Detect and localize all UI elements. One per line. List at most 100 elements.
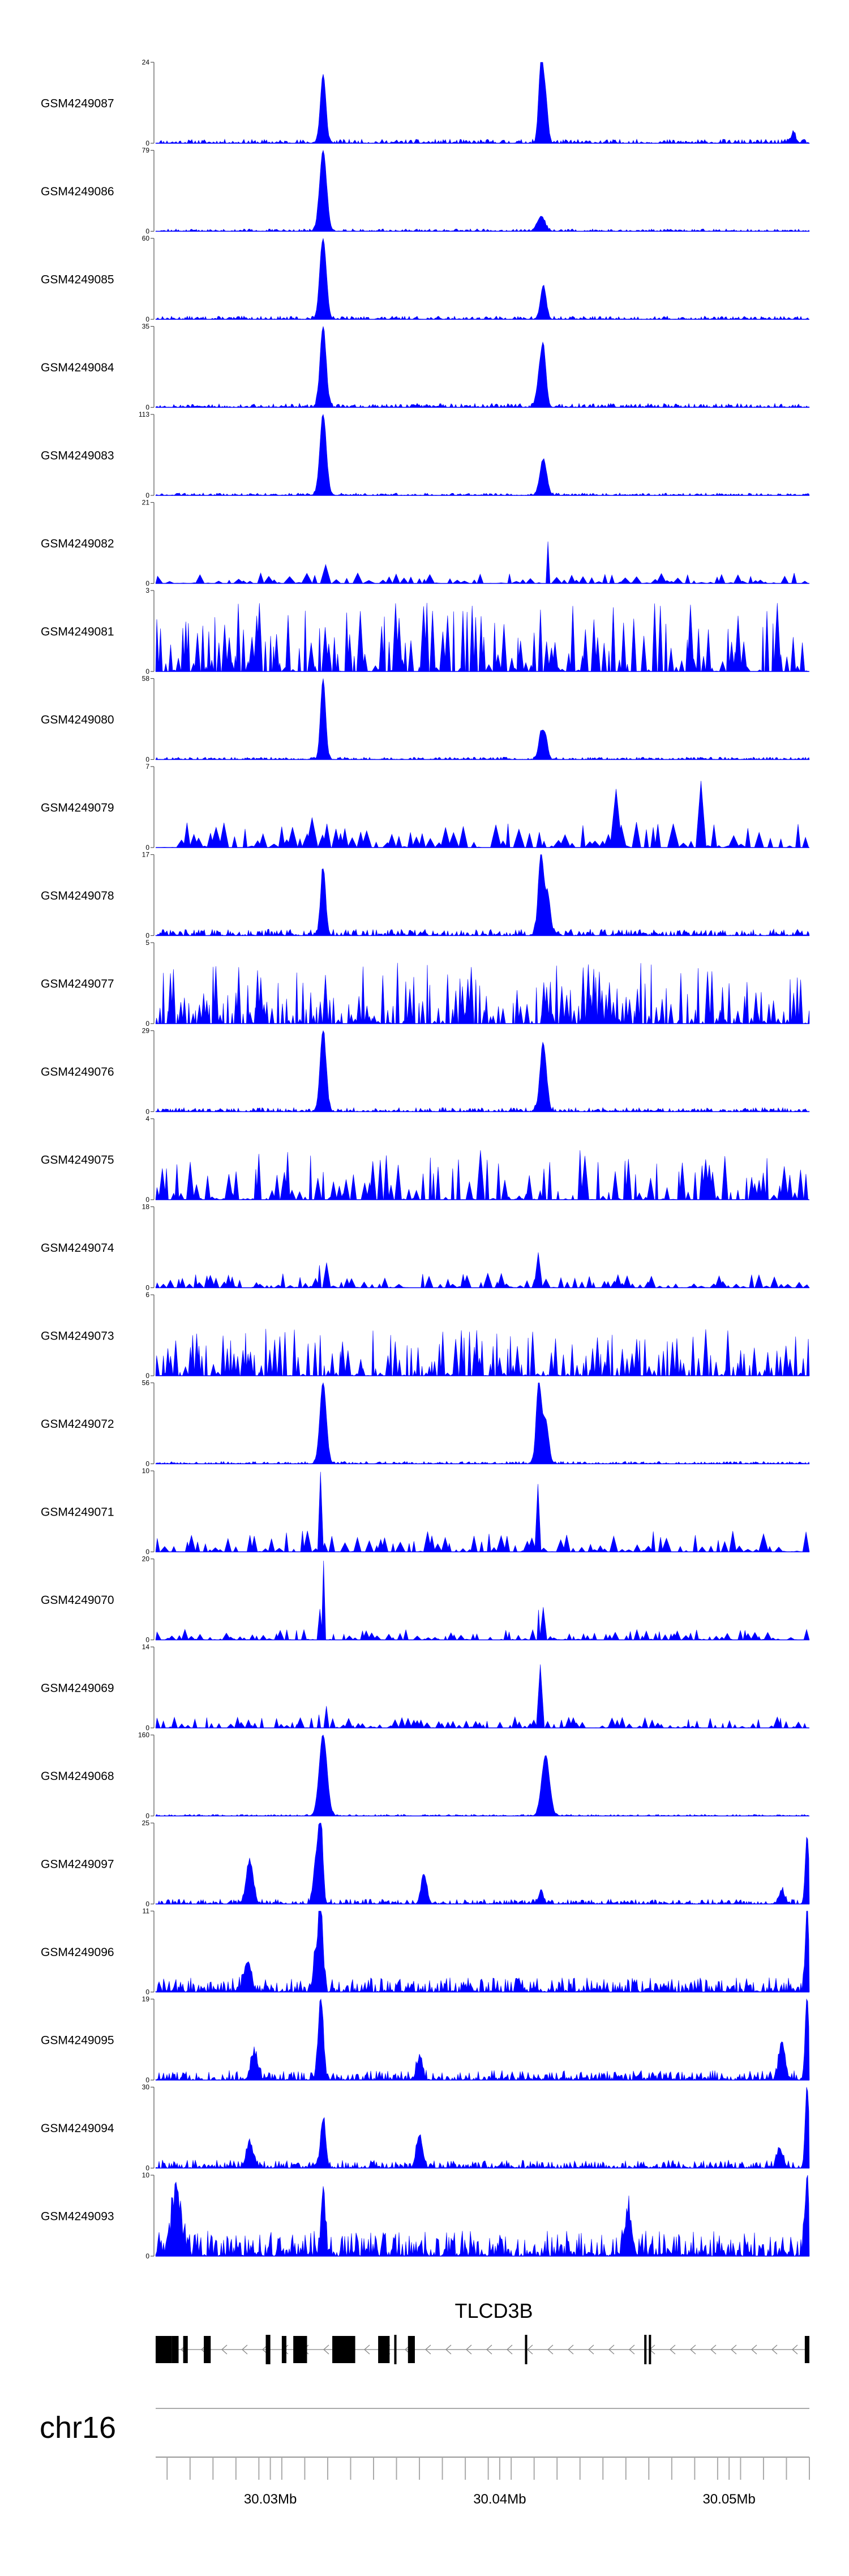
strand-arrow — [690, 2344, 696, 2355]
strand-arrow — [751, 2344, 757, 2355]
strand-arrow — [527, 2344, 533, 2355]
track-GSM4249081: GSM4249081 3 0 — [41, 587, 809, 675]
track-label: GSM4249096 — [41, 1946, 114, 1959]
coverage-area — [155, 1734, 810, 1816]
strand-arrow — [466, 2344, 472, 2355]
gene-exon — [183, 2336, 188, 2363]
y-max-label: 6 — [145, 1291, 149, 1299]
strand-arrow — [588, 2344, 594, 2355]
track-GSM4249095: GSM4249095 19 0 — [41, 1995, 810, 2084]
strand-arrow — [792, 2344, 798, 2355]
track-GSM4249068: GSM4249068 160 0 — [41, 1731, 810, 1820]
y-min-label: 0 — [145, 228, 149, 236]
gene-track: TLCD3B — [156, 2299, 809, 2364]
coverage-area — [155, 541, 809, 584]
coverage-area — [155, 238, 809, 320]
strand-arrow — [242, 2344, 248, 2355]
strand-arrow — [670, 2344, 676, 2355]
coverage-area — [156, 781, 809, 848]
strand-arrow — [608, 2344, 615, 2355]
y-max-label: 10 — [142, 1467, 150, 1475]
y-min-label: 0 — [145, 1636, 149, 1644]
y-max-label: 3 — [145, 587, 149, 594]
y-max-label: 19 — [142, 1995, 150, 2003]
coverage-tracks: GSM4249087240GSM4249086790GSM4249085600G… — [41, 58, 810, 2260]
y-min-label: 0 — [145, 491, 149, 499]
y-min-label: 0 — [145, 1988, 149, 1996]
y-max-label: 4 — [145, 1115, 149, 1123]
track-GSM4249077: GSM4249077 5 0 — [41, 939, 810, 1028]
track-label: GSM4249068 — [41, 1770, 114, 1783]
track-GSM4249085: GSM4249085 60 0 — [41, 234, 809, 323]
track-GSM4249071: GSM4249071 10 0 — [41, 1467, 810, 1556]
coverage-area — [155, 326, 810, 408]
track-label: GSM4249094 — [41, 2122, 114, 2135]
strand-arrow — [445, 2344, 452, 2355]
coverage-area — [155, 678, 810, 760]
track-label: GSM4249079 — [41, 802, 114, 815]
coverage-area — [155, 1560, 810, 1641]
y-max-label: 11 — [143, 1907, 150, 1915]
strand-arrow — [710, 2344, 717, 2355]
y-min-label: 0 — [145, 2076, 149, 2084]
track-label: GSM4249095 — [41, 2034, 114, 2047]
track-GSM4249070: GSM4249070 20 0 — [41, 1555, 810, 1644]
y-max-label: 10 — [142, 2171, 150, 2179]
y-min-label: 0 — [145, 1284, 149, 1292]
y-max-label: 14 — [142, 1643, 150, 1651]
coverage-area — [155, 1252, 810, 1288]
track-GSM4249097: GSM4249097 25 0 — [41, 1819, 810, 1908]
track-label: GSM4249097 — [41, 1858, 114, 1871]
axis-tick-label: 30.04Mb — [473, 2492, 526, 2507]
track-GSM4249080: GSM4249080 58 0 — [41, 675, 810, 764]
y-min-label: 0 — [145, 1548, 149, 1556]
track-GSM4249078: GSM4249078 17 0 — [41, 851, 810, 940]
strand-arrow — [629, 2344, 635, 2355]
strand-arrow — [221, 2344, 228, 2355]
track-label: GSM4249073 — [41, 1330, 114, 1343]
y-min-label: 0 — [145, 1724, 149, 1732]
coverage-area — [155, 602, 809, 672]
track-label: GSM4249076 — [41, 1066, 114, 1079]
gene-exon — [156, 2336, 172, 2363]
coverage-area — [155, 2087, 810, 2169]
strand-arrow — [731, 2344, 737, 2355]
track-GSM4249076: GSM4249076 29 0 — [41, 1027, 810, 1116]
chromosome-label: chr16 — [40, 2411, 116, 2445]
y-min-label: 0 — [145, 932, 149, 940]
track-label: GSM4249084 — [41, 361, 114, 374]
track-label: GSM4249070 — [41, 1594, 114, 1607]
y-max-label: 7 — [145, 763, 149, 771]
y-min-label: 0 — [145, 2164, 149, 2172]
coverage-area — [155, 1329, 810, 1376]
y-min-label: 0 — [145, 1196, 149, 1204]
track-GSM4249094: GSM4249094 30 0 — [41, 2083, 810, 2172]
coverage-area — [155, 1998, 810, 2081]
y-max-label: 113 — [139, 410, 149, 418]
y-min-label: 0 — [145, 756, 149, 764]
gene-exon — [332, 2336, 355, 2363]
y-min-label: 0 — [145, 1108, 149, 1116]
gene-exon — [293, 2336, 307, 2363]
track-GSM4249079: GSM4249079 7 0 — [41, 763, 809, 851]
track-GSM4249072: GSM4249072 56 0 — [41, 1379, 810, 1468]
y-min-label: 0 — [145, 667, 149, 675]
y-min-label: 0 — [145, 1020, 149, 1028]
track-label: GSM4249071 — [41, 1506, 114, 1519]
track-label: GSM4249083 — [41, 450, 114, 463]
coverage-area — [155, 1150, 809, 1200]
genome-axis: chr16 30.03Mb 30.04Mb 30.05Mb — [40, 2408, 810, 2507]
y-max-label: 25 — [142, 1819, 150, 1827]
track-GSM4249093: GSM4249093 10 0 — [41, 2171, 810, 2260]
track-label: GSM4249078 — [41, 889, 114, 902]
track-label: GSM4249081 — [41, 626, 114, 639]
track-GSM4249082: GSM4249082 21 0 — [41, 499, 809, 588]
strand-arrow — [323, 2344, 329, 2355]
coverage-area — [155, 2175, 810, 2257]
track-label: GSM4249082 — [41, 537, 114, 550]
track-GSM4249096: GSM4249096 11 0 — [41, 1907, 810, 1996]
y-max-label: 24 — [142, 58, 150, 66]
coverage-area — [155, 854, 810, 936]
strand-arrow — [364, 2344, 370, 2355]
coverage-area — [155, 414, 810, 496]
